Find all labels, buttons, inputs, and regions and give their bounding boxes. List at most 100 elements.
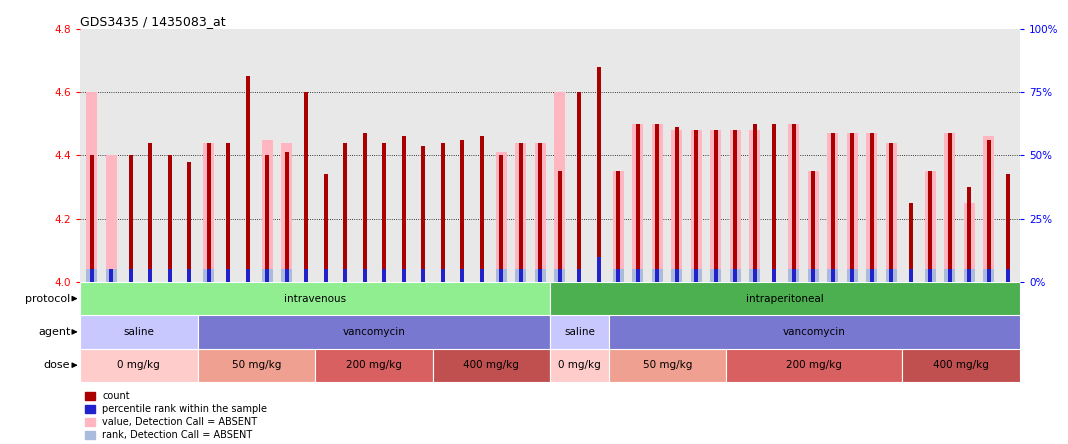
Bar (850, 133, 854, 282)
Bar (772, 124, 776, 282)
Bar (343, 269, 347, 282)
Bar (831, 133, 835, 282)
Bar (847, 269, 858, 282)
Bar (128, 269, 132, 282)
Bar (597, 257, 601, 282)
Bar (363, 133, 367, 282)
Bar (106, 155, 116, 282)
Bar (964, 203, 975, 282)
Bar (902, 349, 1020, 382)
Bar (710, 269, 721, 282)
Bar (968, 187, 972, 282)
Bar (519, 143, 523, 282)
Bar (635, 124, 640, 282)
Bar (984, 269, 994, 282)
Bar (262, 139, 272, 282)
Bar (324, 269, 328, 282)
Bar (246, 76, 250, 282)
Text: 200 mg/kg: 200 mg/kg (786, 360, 843, 370)
Bar (909, 269, 913, 282)
Bar (651, 124, 662, 282)
Bar (947, 133, 952, 282)
Bar (987, 139, 991, 282)
Bar (535, 143, 546, 282)
Bar (285, 269, 289, 282)
Bar (869, 133, 874, 282)
Bar (203, 143, 215, 282)
Bar (128, 155, 132, 282)
Bar (550, 315, 609, 349)
Bar (460, 139, 465, 282)
Bar (831, 269, 835, 282)
Bar (168, 269, 172, 282)
Bar (80, 349, 198, 382)
Bar (944, 133, 955, 282)
Bar (616, 171, 621, 282)
Bar (828, 269, 838, 282)
Bar (187, 269, 191, 282)
Bar (807, 171, 818, 282)
Bar (850, 269, 854, 282)
Bar (925, 171, 936, 282)
Bar (282, 269, 293, 282)
Bar (80, 315, 198, 349)
Bar (538, 269, 543, 282)
Bar (480, 136, 484, 282)
Bar (441, 143, 445, 282)
Bar (402, 269, 406, 282)
Bar (516, 143, 527, 282)
Bar (866, 133, 877, 282)
Bar (577, 269, 581, 282)
Bar (675, 127, 679, 282)
Bar (889, 143, 894, 282)
Bar (226, 143, 231, 282)
Text: intravenous: intravenous (284, 293, 346, 304)
Bar (168, 155, 172, 282)
Bar (710, 130, 721, 282)
Bar (226, 269, 231, 282)
Bar (713, 269, 718, 282)
Bar (828, 133, 838, 282)
Bar (713, 130, 718, 282)
Text: 0 mg/kg: 0 mg/kg (557, 360, 601, 370)
Bar (984, 136, 994, 282)
Bar (909, 203, 913, 282)
Bar (87, 92, 97, 282)
Bar (499, 155, 503, 282)
Bar (402, 136, 406, 282)
Bar (613, 269, 624, 282)
Bar (675, 269, 679, 282)
Bar (866, 269, 877, 282)
Bar (382, 143, 387, 282)
Bar (554, 92, 565, 282)
Bar (729, 269, 740, 282)
Bar (343, 143, 347, 282)
Bar (968, 269, 972, 282)
Bar (550, 282, 1020, 315)
Bar (925, 269, 936, 282)
Bar (616, 269, 621, 282)
Bar (1006, 174, 1010, 282)
Text: 50 mg/kg: 50 mg/kg (232, 360, 281, 370)
Text: protocol: protocol (25, 293, 70, 304)
Bar (726, 349, 902, 382)
Bar (203, 269, 215, 282)
Text: saline: saline (564, 327, 595, 337)
Bar (635, 269, 640, 282)
Text: agent: agent (38, 327, 70, 337)
Bar (672, 269, 682, 282)
Bar (691, 130, 702, 282)
Bar (928, 269, 932, 282)
Bar (262, 269, 272, 282)
Bar (791, 124, 796, 282)
Bar (869, 269, 874, 282)
Bar (421, 146, 425, 282)
Bar (651, 269, 662, 282)
Bar (304, 92, 309, 282)
Bar (944, 269, 955, 282)
Bar (811, 269, 815, 282)
Bar (750, 269, 760, 282)
Bar (90, 269, 94, 282)
Bar (609, 315, 1020, 349)
Bar (928, 171, 932, 282)
